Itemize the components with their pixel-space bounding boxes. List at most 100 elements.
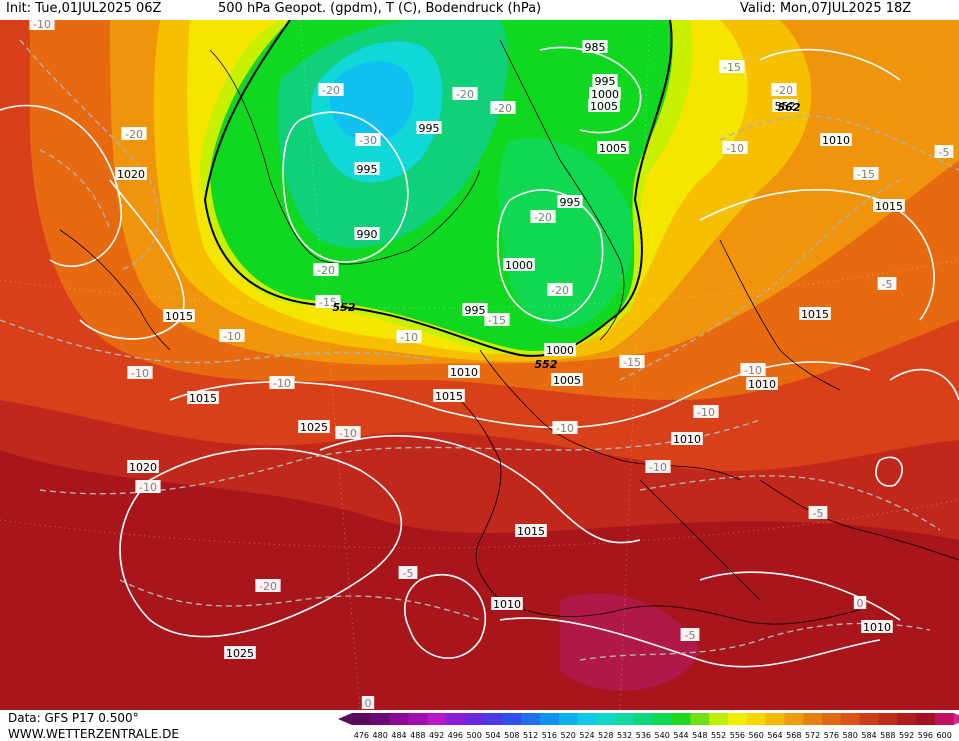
- temp-label-box: [680, 628, 700, 641]
- pressure-label-box: [746, 377, 778, 390]
- pressure-label-box: [416, 121, 442, 134]
- pressure-label: 1020: [129, 461, 157, 474]
- temp-label-box: [808, 506, 828, 519]
- temp-label-box: [313, 263, 339, 276]
- temp-label-box: [693, 405, 719, 418]
- legend-swatch: [746, 713, 767, 725]
- temp-label: -20: [456, 88, 474, 101]
- temp-label: -20: [534, 211, 552, 224]
- pressure-label: 995: [357, 163, 378, 176]
- temp-label-box: [722, 141, 748, 154]
- pressure-label: 1015: [189, 392, 217, 405]
- pressure-label: 995: [595, 75, 616, 88]
- pressure-label: 552: [775, 100, 796, 113]
- pressure-label-box: [589, 87, 621, 100]
- temp-label: -10: [697, 406, 715, 419]
- temp-label-box: [361, 696, 375, 709]
- legend-value: 516: [542, 731, 557, 740]
- legend-value: 540: [655, 731, 670, 740]
- legend-value: 488: [410, 731, 425, 740]
- temp-label: -20: [259, 580, 277, 593]
- pressure-label-box: [354, 162, 380, 175]
- pressure-label-box: [772, 99, 798, 112]
- legend-swatch: [446, 713, 466, 725]
- pressure-label: 1015: [435, 390, 463, 403]
- temp-label-box: [490, 101, 516, 114]
- legend-swatch: [427, 713, 447, 725]
- legend-value: 548: [692, 731, 707, 740]
- legend-value: 496: [448, 731, 463, 740]
- temp-label-box: [29, 20, 55, 30]
- legend-swatch: [596, 713, 616, 725]
- pressure-label-box: [127, 460, 159, 473]
- temp-label-box: [452, 87, 478, 100]
- pressure-label: 1005: [553, 374, 581, 387]
- temp-label-box: [877, 277, 897, 290]
- data-source: Data: GFS P17 0.500°: [8, 711, 139, 725]
- temp-label-box: [719, 60, 745, 73]
- fill-deep-red-south: [0, 450, 959, 710]
- temp-label: -15: [723, 61, 741, 74]
- legend-swatch: [540, 713, 560, 725]
- temp-label-box: [318, 83, 344, 96]
- legend-swatch: [784, 713, 804, 725]
- temp-label: -20: [775, 84, 793, 97]
- temp-label: -20: [317, 264, 335, 277]
- temp-label: -30: [359, 134, 377, 147]
- pressure-label-box: [224, 646, 256, 659]
- pressure-label: 1000: [505, 259, 533, 272]
- pressure-label-box: [354, 227, 380, 240]
- temp-label: -5: [939, 146, 950, 159]
- legend-value: 500: [467, 731, 482, 740]
- legend-swatch: [859, 713, 879, 725]
- color-legend: 476 480 484 488 492 496 500 504 508 512 516 520 524 5…: [338, 713, 959, 740]
- pressure-label: 1010: [748, 378, 776, 391]
- pressure-label: 1025: [300, 421, 328, 434]
- legend-swatch: [803, 713, 823, 725]
- temp-label: -5: [882, 278, 893, 291]
- temp-label: -10: [744, 364, 762, 377]
- temp-label: 0: [365, 697, 372, 710]
- legend-value: 520: [561, 731, 576, 740]
- pressure-label: 1005: [599, 142, 627, 155]
- legend-swatch: [822, 713, 842, 725]
- pressure-label-box: [582, 40, 608, 53]
- website-url: WWW.WETTERZENTRALE.DE: [8, 727, 179, 741]
- temp-label: -20: [551, 284, 569, 297]
- temp-label-box: [530, 210, 556, 223]
- legend-swatch: [464, 713, 485, 725]
- pressure-label: 995: [560, 196, 581, 209]
- init-time: Init: Tue,01JUL2025 06Z: [6, 1, 162, 16]
- temp-label: -20: [494, 102, 512, 115]
- legend-swatch: [765, 713, 785, 725]
- temp-label-box: [547, 283, 573, 296]
- temp-label: -10: [556, 422, 574, 435]
- temp-label: -15: [857, 168, 875, 181]
- legend-value: 568: [786, 731, 801, 740]
- pressure-label: 1000: [546, 344, 574, 357]
- legend-swatch: [615, 713, 635, 725]
- temp-label-box: [853, 167, 879, 180]
- temp-label: -20: [125, 128, 143, 141]
- temp-label: -15: [319, 296, 337, 309]
- pressure-label-box: [671, 432, 703, 445]
- temp-label: -15: [623, 356, 641, 369]
- legend-value: 592: [899, 731, 914, 740]
- legend-swatch: [521, 713, 541, 725]
- legend-value: 596: [918, 731, 933, 740]
- legend-value: 524: [579, 731, 594, 740]
- pressure-label: 1015: [801, 308, 829, 321]
- legend-value: 508: [504, 731, 519, 740]
- map-footer: Data: GFS P17 0.500° WWW.WETTERZENTRALE.…: [0, 710, 959, 741]
- temp-label-box: [619, 355, 645, 368]
- pressure-label-box: [861, 620, 893, 633]
- legend-swatch: [840, 713, 861, 725]
- legend-value: 528: [598, 731, 613, 740]
- pressure-label: 995: [419, 122, 440, 135]
- legend-swatch: [408, 713, 428, 725]
- valid-time: Valid: Mon,07JUL2025 18Z: [740, 1, 912, 16]
- legend-value: 476: [354, 731, 369, 740]
- pressure-label-box: [298, 420, 330, 433]
- legend-swatch: [878, 713, 898, 725]
- legend-swatch: [934, 713, 955, 725]
